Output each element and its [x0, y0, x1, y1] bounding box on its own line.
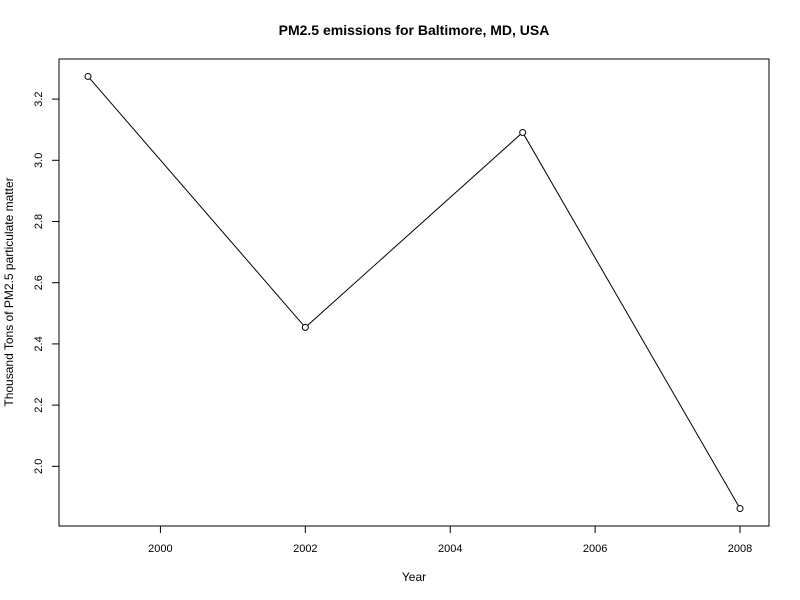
series-line — [87, 76, 741, 509]
data-point — [519, 128, 527, 136]
y-axis-label: Thousand Tons of PM2.5 particulate matte… — [2, 177, 16, 406]
plot-frame — [58, 58, 770, 527]
y-tick-label: 3.0 — [33, 153, 45, 168]
y-tick-label: 3.2 — [33, 91, 45, 106]
y-axis: 2.0 2.2 2.4 2.6 2.8 3.0 3.2 — [33, 91, 59, 474]
y-tick-label: 2.0 — [33, 459, 45, 474]
y-tick-label: 2.6 — [33, 275, 45, 290]
x-tick-label: 2002 — [293, 543, 317, 555]
x-axis: 2000 2002 2004 2006 2008 — [148, 526, 752, 555]
x-tick-label: 2000 — [148, 543, 172, 555]
data-point — [301, 323, 309, 331]
data-point — [736, 505, 744, 513]
y-tick-label: 2.8 — [33, 214, 45, 229]
x-tick-label: 2006 — [583, 543, 607, 555]
x-axis-label: Year — [402, 570, 426, 584]
y-tick-label: 2.2 — [33, 397, 45, 412]
chart-title: PM2.5 emissions for Baltimore, MD, USA — [279, 22, 550, 38]
data-points — [84, 72, 744, 513]
data-point — [84, 72, 92, 80]
x-tick-label: 2004 — [438, 543, 462, 555]
y-tick-label: 2.4 — [33, 336, 45, 351]
x-tick-label: 2008 — [728, 543, 752, 555]
